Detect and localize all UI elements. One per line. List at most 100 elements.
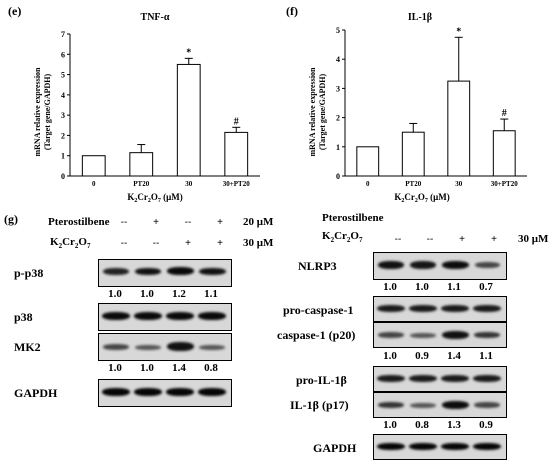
- blot-mk2: [98, 333, 232, 361]
- bar: [176, 63, 201, 177]
- y-tick-label: 5: [336, 26, 340, 35]
- quant-value: 1.4: [447, 350, 461, 362]
- treatment-label-pterostilbene: Pterostilbene: [48, 216, 110, 228]
- quant-value: 0.8: [204, 362, 218, 374]
- treatment-sign: --: [152, 238, 160, 249]
- bar: [224, 131, 249, 177]
- treatment-sign: +: [153, 217, 159, 228]
- protein-label-mk2: MK2: [14, 340, 41, 354]
- quant-value: 1.0: [108, 362, 122, 374]
- treatment-concentration: 20 μM: [243, 216, 274, 228]
- quant-value: 1.0: [383, 350, 397, 362]
- bar: [447, 80, 471, 177]
- y-tick-label: 6: [61, 50, 65, 59]
- quant-value: 1.0: [383, 419, 397, 431]
- protein-label-gapdh: GAPDH: [14, 386, 58, 400]
- significance-marker: *: [186, 47, 191, 58]
- category-label: 0: [92, 180, 96, 188]
- blot-gapdh: [98, 379, 232, 407]
- treatment-label-k2cr2o7: K2Cr2O7: [322, 230, 363, 245]
- blot-pro-caspase-1: [373, 296, 507, 322]
- blot-caspase-1-p20: [373, 322, 507, 348]
- treatment-sign: --: [120, 217, 128, 228]
- quant-value: 1.0: [108, 288, 122, 300]
- y-tick-label: 2: [336, 114, 340, 123]
- treatment-sign: --: [184, 217, 192, 228]
- protein-label-pro-il-1beta: pro-IL-1β: [296, 373, 347, 387]
- significance-marker: *: [456, 26, 461, 37]
- tnf-alpha-chart: TNF-α mRNA relative expression (Target g…: [33, 12, 260, 204]
- protein-label-caspase-1-p20: caspase-1 (p20): [277, 328, 356, 342]
- blot-p-p38: [98, 259, 232, 287]
- quant-value: 1.1: [204, 288, 218, 300]
- protein-label-p-p38: p-p38: [14, 266, 44, 280]
- category-label: 30+PT20: [491, 180, 518, 188]
- y-tick-label: 3: [336, 84, 340, 93]
- bar: [129, 152, 154, 177]
- category-label: 30: [185, 180, 193, 188]
- quant-value: 1.0: [415, 281, 429, 293]
- y-axis-label-line1: mRNA relative expression: [33, 67, 42, 157]
- treatment-sign: +: [217, 238, 223, 249]
- treatment-concentration: 30 μM: [243, 237, 274, 249]
- treatment-sign: +: [185, 238, 191, 249]
- y-tick-label: 3: [61, 111, 65, 120]
- quant-value: 0.9: [479, 419, 493, 431]
- y-tick-label: 4: [336, 55, 340, 64]
- bar: [81, 155, 106, 177]
- quant-value: 0.8: [415, 419, 429, 431]
- x-axis-label: K2Cr2O7 (μM): [127, 192, 182, 204]
- blot-p38: [98, 303, 232, 331]
- treatment-sign: +: [491, 234, 497, 245]
- y-axis-label-line2: (Target gene/GAPDH): [318, 73, 327, 150]
- blot-pro-il-1beta: [373, 366, 507, 392]
- quant-value: 1.2: [172, 288, 186, 300]
- category-label: PT20: [405, 180, 421, 188]
- panel-f-label: (f): [286, 4, 298, 18]
- y-axis-label-line1: mRNA relative expression: [308, 67, 317, 157]
- bar: [401, 131, 425, 177]
- y-axis-label-line2: (Target gene/GAPDH): [43, 73, 52, 150]
- il-1beta-chart: IL-1β mRNA relative expression (Target g…: [308, 12, 527, 204]
- quant-value: 1.0: [140, 288, 154, 300]
- quant-value: 0.7: [479, 281, 493, 293]
- quant-value: 1.1: [479, 350, 493, 362]
- quant-value: 1.0: [383, 281, 397, 293]
- protein-label-il-1beta-p17: IL-1β (p17): [290, 398, 349, 412]
- quant-value: 1.4: [172, 362, 186, 374]
- quant-value: 0.9: [415, 350, 429, 362]
- y-tick-label: 1: [61, 152, 65, 161]
- category-label: 0: [366, 180, 370, 188]
- category-label: 30+PT20: [223, 180, 250, 188]
- protein-label-gapdh: GAPDH: [313, 441, 357, 455]
- treatment-sign: --: [120, 238, 128, 249]
- y-tick-label: 2: [61, 131, 65, 140]
- y-tick-label: 1: [336, 143, 340, 152]
- y-tick-label: 0: [61, 172, 65, 181]
- y-tick-label: 7: [61, 30, 65, 39]
- blot-nlrp3: [373, 252, 507, 280]
- blot-il-1beta-p17: [373, 392, 507, 418]
- chart-title: IL-1β: [408, 12, 432, 23]
- panel-g-label: (g): [4, 212, 18, 226]
- quant-value: 1.3: [447, 419, 461, 431]
- treatment-sign: +: [217, 217, 223, 228]
- chart-title: TNF-α: [141, 12, 170, 23]
- protein-label-nlrp3: NLRP3: [298, 259, 337, 273]
- treatment-sign: --: [426, 234, 434, 245]
- bar: [356, 146, 380, 177]
- y-tick-label: 4: [61, 91, 65, 100]
- category-label: 30: [455, 180, 463, 188]
- protein-label-pro-caspase-1: pro-caspase-1: [283, 303, 354, 317]
- quant-value: 1.1: [447, 281, 461, 293]
- quant-value: 1.0: [140, 362, 154, 374]
- treatment-sign: +: [459, 234, 465, 245]
- treatment-label-pterostilbene: Pterostilbene: [322, 212, 384, 224]
- significance-marker: #: [234, 116, 239, 127]
- treatment-concentration: 30 μM: [518, 233, 549, 245]
- y-tick-label: 0: [336, 172, 340, 181]
- y-tick-label: 5: [61, 71, 65, 80]
- category-label: PT20: [133, 180, 149, 188]
- significance-marker: #: [502, 108, 507, 119]
- blot-gapdh: [373, 434, 507, 460]
